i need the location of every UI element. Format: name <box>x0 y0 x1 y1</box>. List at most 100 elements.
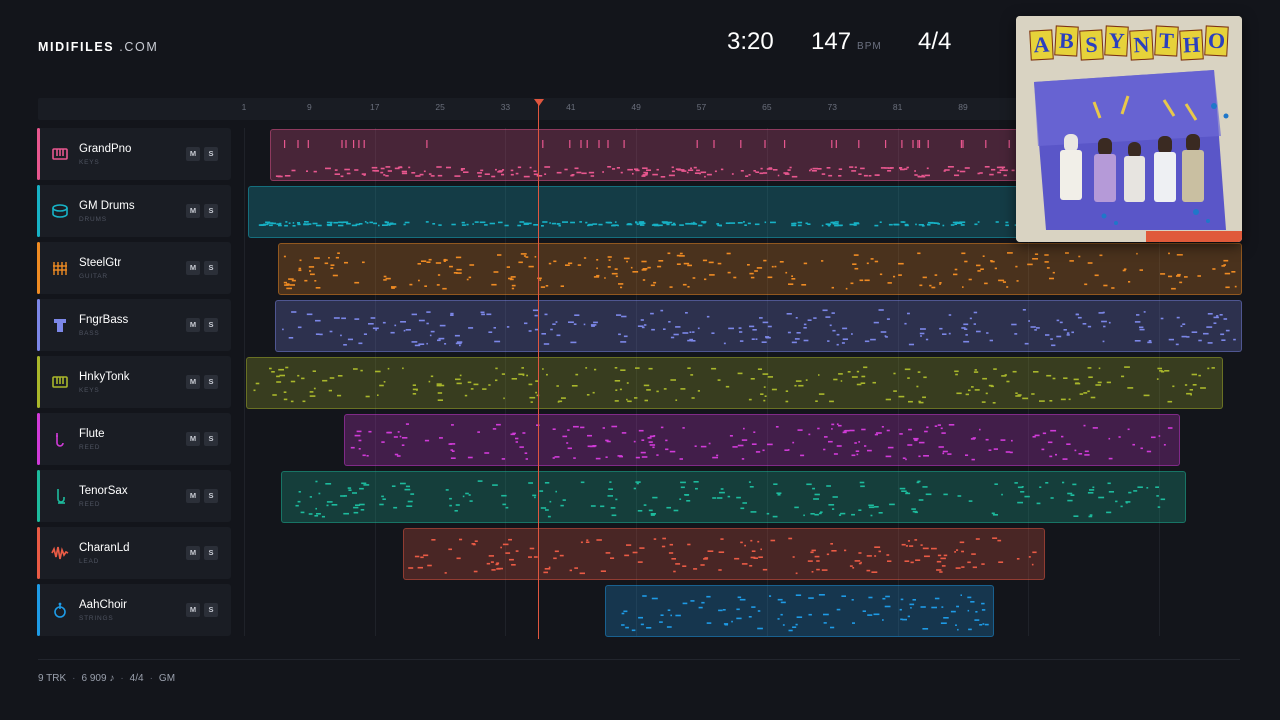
solo-button[interactable]: S <box>204 375 218 389</box>
album-title-letter: S <box>1079 29 1104 61</box>
track-name[interactable]: GM Drums <box>79 200 135 212</box>
timeline-ruler[interactable]: 1 9 17 25 33 41 49 57 65 73 81 89 <box>38 98 1240 120</box>
track-name[interactable]: GrandPno <box>79 143 132 155</box>
grid-line <box>636 128 638 636</box>
ruler-tick: 81 <box>892 102 903 112</box>
mute-button[interactable]: M <box>186 603 200 617</box>
track-header-aahchoir[interactable]: AahChoir STRINGS M S <box>37 584 231 636</box>
mute-button[interactable]: M <box>186 318 200 332</box>
track-category: DRUMS <box>79 216 107 223</box>
track-header-hnkytonk[interactable]: HnkyTonk KEYS M S <box>37 356 231 408</box>
solo-button[interactable]: S <box>204 546 218 560</box>
clip-notes <box>282 309 1236 347</box>
drum-icon <box>52 204 68 218</box>
midi-clip-aahchoir[interactable] <box>605 585 994 637</box>
solo-button[interactable]: S <box>204 603 218 617</box>
midi-clip-hnkytonk[interactable] <box>246 357 1223 409</box>
album-title-letter: T <box>1154 25 1179 57</box>
track-name[interactable]: HnkyTonk <box>79 371 130 383</box>
flute-icon <box>56 433 64 447</box>
track-header-charanld[interactable]: CharanLd LEAD M S <box>37 527 231 579</box>
lead-wave-icon <box>51 546 69 560</box>
track-header-tenorsax[interactable]: TenorSax REED M S <box>37 470 231 522</box>
track-header-steelgtr[interactable]: SteelGtr GUITAR M S <box>37 242 231 294</box>
tempo-display: 147 BPM <box>811 28 882 56</box>
track-name[interactable]: TenorSax <box>79 485 128 497</box>
album-title-letter: A <box>1029 29 1054 61</box>
album-title-letter: N <box>1129 29 1154 61</box>
ruler-tick: 73 <box>827 102 837 112</box>
mute-button[interactable]: M <box>186 546 200 560</box>
track-name[interactable]: CharanLd <box>79 542 130 554</box>
solo-button[interactable]: S <box>204 204 218 218</box>
logo-suffix: .COM <box>114 40 159 54</box>
track-color-stripe <box>37 242 40 294</box>
solo-button[interactable]: S <box>204 261 218 275</box>
mute-button[interactable]: M <box>186 432 200 446</box>
guitar-icon <box>53 262 67 275</box>
album-title-letter: Y <box>1104 25 1129 57</box>
solo-button[interactable]: S <box>204 147 218 161</box>
ruler-tick: 25 <box>435 102 445 112</box>
ruler-tick: 17 <box>369 102 380 112</box>
playhead[interactable] <box>538 104 539 639</box>
album-title-letter: O <box>1204 25 1229 57</box>
track-category: STRINGS <box>79 615 114 622</box>
clip-notes <box>621 594 989 632</box>
song-time: 3:20 <box>727 28 774 55</box>
album-title-letter: H <box>1179 29 1204 61</box>
mute-button[interactable]: M <box>186 147 200 161</box>
track-header-flute[interactable]: Flute REED M S <box>37 413 231 465</box>
mute-button[interactable]: M <box>186 489 200 503</box>
bass-icon <box>54 319 66 332</box>
mute-button[interactable]: M <box>186 204 200 218</box>
midi-clip-steelgtr[interactable] <box>278 243 1242 295</box>
track-category: REED <box>79 444 101 451</box>
midi-format: GM <box>158 673 176 684</box>
track-header-grandpno[interactable]: GrandPno KEYS M S <box>37 128 231 180</box>
track-color-stripe <box>37 413 40 465</box>
track-name[interactable]: Flute <box>79 428 105 440</box>
track-count: 9 TRK <box>38 673 67 684</box>
album-title-letter: B <box>1054 25 1079 57</box>
clip-notes <box>408 537 1037 575</box>
solo-button[interactable]: S <box>204 318 218 332</box>
track-name[interactable]: AahChoir <box>79 599 127 611</box>
solo-button[interactable]: S <box>204 489 218 503</box>
mute-button[interactable]: M <box>186 261 200 275</box>
footer-meter: 4/4 <box>129 673 144 684</box>
logo-bold: MIDIFILES <box>38 40 115 54</box>
grid-line <box>505 128 507 636</box>
grid-line <box>374 128 376 636</box>
track-color-stripe <box>37 584 40 636</box>
midi-clip-flute[interactable] <box>344 414 1180 466</box>
midi-clip-tenorsax[interactable] <box>281 471 1186 523</box>
ruler-tick: 33 <box>500 102 511 112</box>
ruler-tick: 1 <box>241 102 247 112</box>
track-category: BASS <box>79 330 100 337</box>
track-color-stripe <box>37 185 40 237</box>
ruler-tick: 57 <box>696 102 707 112</box>
ruler-tick: 65 <box>762 102 772 112</box>
piano-icon <box>52 376 68 388</box>
site-logo[interactable]: MIDIFILES .COM <box>38 40 158 54</box>
mute-button[interactable]: M <box>186 375 200 389</box>
track-header-fngrbass[interactable]: FngrBass BASS M S <box>37 299 231 351</box>
track-header-gm-drums[interactable]: GM Drums DRUMS M S <box>37 185 231 237</box>
time-signature: 4/4 <box>918 28 952 55</box>
solo-button[interactable]: S <box>204 432 218 446</box>
midi-clip-fngrbass[interactable] <box>275 300 1242 352</box>
clip-notes <box>350 423 1173 461</box>
track-category: GUITAR <box>79 273 108 280</box>
sax-icon <box>57 489 65 504</box>
track-name[interactable]: FngrBass <box>79 314 129 326</box>
grid-line <box>897 128 899 636</box>
midi-clip-charanld[interactable] <box>403 528 1045 580</box>
playhead-handle[interactable] <box>534 99 544 106</box>
track-color-stripe <box>37 356 40 408</box>
track-name[interactable]: SteelGtr <box>79 257 122 269</box>
ruler-tick: 41 <box>566 102 576 112</box>
footer-divider <box>38 659 1240 660</box>
